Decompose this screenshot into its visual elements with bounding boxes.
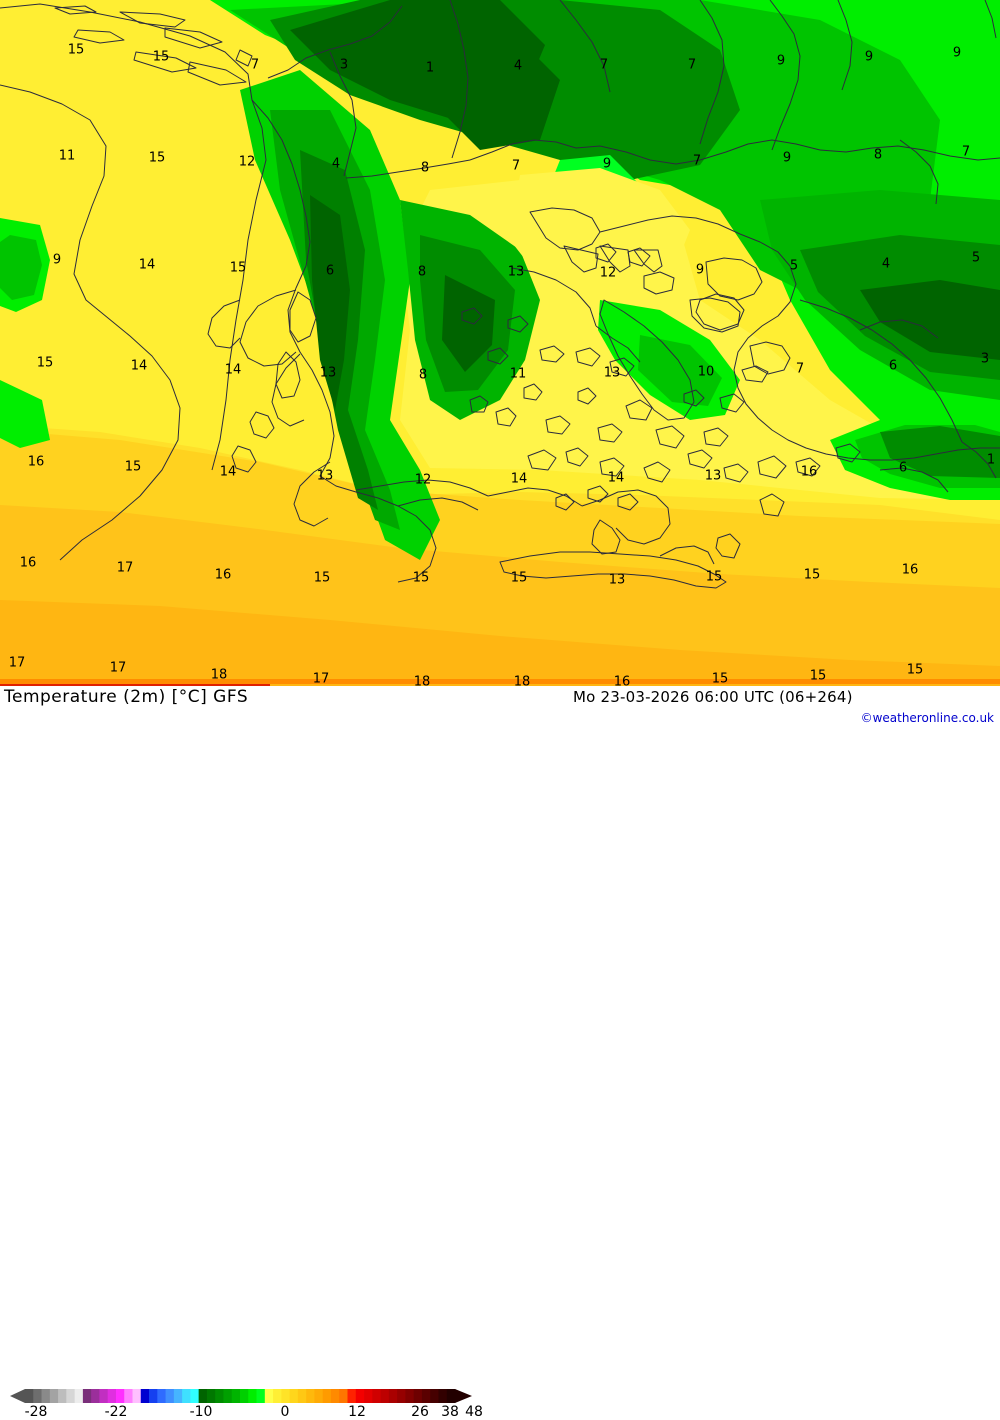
- colorbar-segment: [388, 1389, 398, 1403]
- band-green-evia-mid: [638, 335, 722, 406]
- coastlines: [0, 0, 1000, 589]
- colorbar-segment: [25, 1389, 34, 1403]
- colorbar-tick-label: 0: [280, 1404, 290, 1420]
- map-title: Temperature (2m) [°C] GFS: [4, 687, 249, 707]
- band-green-right-darkest: [860, 280, 1000, 360]
- colorbar-segment: [297, 1389, 307, 1403]
- colorbar-tick-label: -22: [104, 1404, 128, 1420]
- band-green-turkey-sw-dark: [880, 426, 1000, 478]
- pocket-yellow-marmara: [510, 168, 690, 300]
- band-red-strip: [0, 684, 270, 686]
- colorbar-segment: [256, 1389, 266, 1403]
- colorbar-segment: [198, 1389, 208, 1403]
- colorbar-segment: [115, 1389, 125, 1403]
- colorbar-segment: [223, 1389, 233, 1403]
- colorbar-segment: [124, 1389, 133, 1403]
- colorbar-segment: [82, 1389, 92, 1403]
- colorbar-segment: [240, 1389, 249, 1403]
- copyright-credit[interactable]: ©weatheronline.co.uk: [860, 711, 994, 725]
- colorbar-segment: [273, 1389, 282, 1403]
- colorbar-tick-label: 48: [465, 1404, 483, 1420]
- colorbar-segment: [49, 1389, 59, 1403]
- colorbar-segment: [446, 1389, 456, 1403]
- colorbar-tick-label: 26: [411, 1404, 429, 1420]
- colorbar-segment: [281, 1389, 291, 1403]
- colorbar-segment: [405, 1389, 415, 1403]
- footer-bar: Temperature (2m) [°C] GFS Mo 23-03-2026 …: [0, 686, 1000, 1420]
- colorbar-left-arrow: [10, 1389, 25, 1403]
- colorbar-segment: [206, 1389, 216, 1403]
- colorbar-segment: [364, 1389, 373, 1403]
- colorbar-segment: [330, 1389, 340, 1403]
- colorbar-segment: [58, 1389, 67, 1403]
- colorbar-segment: [107, 1389, 117, 1403]
- colorbar-segment: [91, 1389, 100, 1403]
- colorbar-segment: [339, 1389, 348, 1403]
- colorbar-segment: [66, 1389, 76, 1403]
- band-green-italy-c: [0, 380, 50, 448]
- colorbar-tick-label: -28: [24, 1404, 48, 1420]
- forecast-datetime: Mo 23-03-2026 06:00 UTC (06+264): [573, 688, 853, 706]
- colorbar-segment: [355, 1389, 365, 1403]
- colorbar-segment: [190, 1389, 200, 1403]
- band-orange-strip: [0, 679, 1000, 684]
- temperature-map[interactable]: 15 15 7 3 1 4 7 7 9 9 9 11 15 12 4 8 7 9 7 9 8 7 9 14 15 6 8 13 12 9 5…: [0, 0, 1000, 686]
- band-green-greece-darkest: [310, 195, 350, 410]
- band-green-darkest-b: [440, 40, 560, 150]
- colorbar-right-arrow: [455, 1389, 472, 1403]
- colorbar-segment: [314, 1389, 324, 1403]
- temperature-bands: [0, 0, 1000, 686]
- colorbar-segment: [140, 1389, 150, 1403]
- band-orange-deep: [0, 600, 1000, 686]
- colorbar-swatches: [10, 1389, 472, 1403]
- colorbar-segment: [41, 1389, 51, 1403]
- colorbar-segment: [372, 1389, 381, 1403]
- colorbar-segment: [182, 1389, 191, 1403]
- colorbar-segment: [306, 1389, 315, 1403]
- temperature-colorbar[interactable]: -28 -22 -10 0 12 26 38 48: [0, 1388, 483, 1420]
- colorbar-segment: [74, 1389, 84, 1403]
- colorbar-segment: [289, 1389, 299, 1403]
- map-canvas: [0, 0, 1000, 686]
- colorbar-segment: [438, 1389, 448, 1403]
- band-green-italy-b: [0, 235, 42, 300]
- colorbar-tick-label: 38: [441, 1404, 459, 1420]
- colorbar-segment: [157, 1389, 166, 1403]
- colorbar-segment: [248, 1389, 257, 1403]
- colorbar-segment: [264, 1389, 274, 1403]
- colorbar-segment: [413, 1389, 423, 1403]
- colorbar-segment: [430, 1389, 439, 1403]
- colorbar-segment: [231, 1389, 241, 1403]
- colorbar-segment: [397, 1389, 406, 1403]
- colorbar-tick-label: 12: [348, 1404, 366, 1420]
- band-green-central-darkest: [442, 275, 495, 372]
- colorbar-segment: [173, 1389, 183, 1403]
- colorbar-segment: [99, 1389, 109, 1403]
- colorbar-segment: [421, 1389, 431, 1403]
- colorbar-segment: [33, 1389, 42, 1403]
- colorbar-segment: [149, 1389, 158, 1403]
- colorbar-segment: [132, 1389, 142, 1403]
- colorbar-segment: [165, 1389, 175, 1403]
- colorbar-segment: [322, 1389, 332, 1403]
- colorbar-segment: [380, 1389, 390, 1403]
- colorbar-segment: [347, 1389, 357, 1403]
- colorbar-tick-label: -10: [189, 1404, 213, 1420]
- colorbar-segment: [215, 1389, 224, 1403]
